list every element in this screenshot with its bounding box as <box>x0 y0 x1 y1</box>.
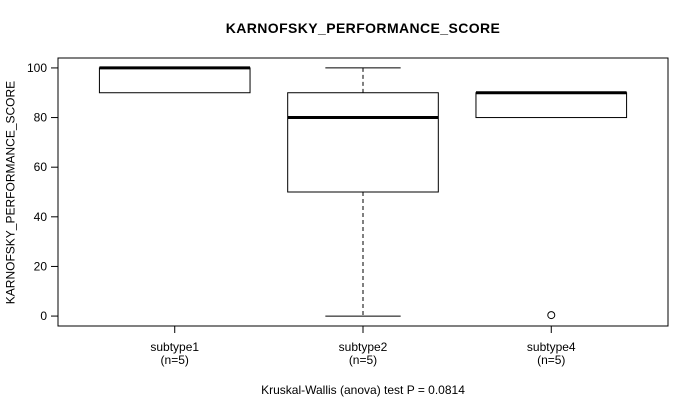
group-label: subtype2 (n=5) <box>339 340 388 367</box>
y-tick-label: 60 <box>34 160 48 174</box>
y-tick-label: 80 <box>34 111 48 125</box>
group-label: subtype4 (n=5) <box>527 340 576 367</box>
y-tick-label: 100 <box>27 61 47 75</box>
outlier-point <box>547 311 556 320</box>
y-tick-label: 20 <box>34 259 48 273</box>
chart-title: KARNOFSKY_PERFORMANCE_SCORE <box>225 20 501 36</box>
iqr-box <box>475 92 628 119</box>
y-tick-label: 0 <box>40 309 47 323</box>
stat-test-caption: Kruskal-Wallis (anova) test P = 0.0814 <box>261 383 465 397</box>
iqr-box <box>287 92 439 193</box>
group-label: subtype1 (n=5) <box>150 340 199 367</box>
iqr-box <box>98 67 251 94</box>
y-tick-label: 40 <box>34 210 48 224</box>
